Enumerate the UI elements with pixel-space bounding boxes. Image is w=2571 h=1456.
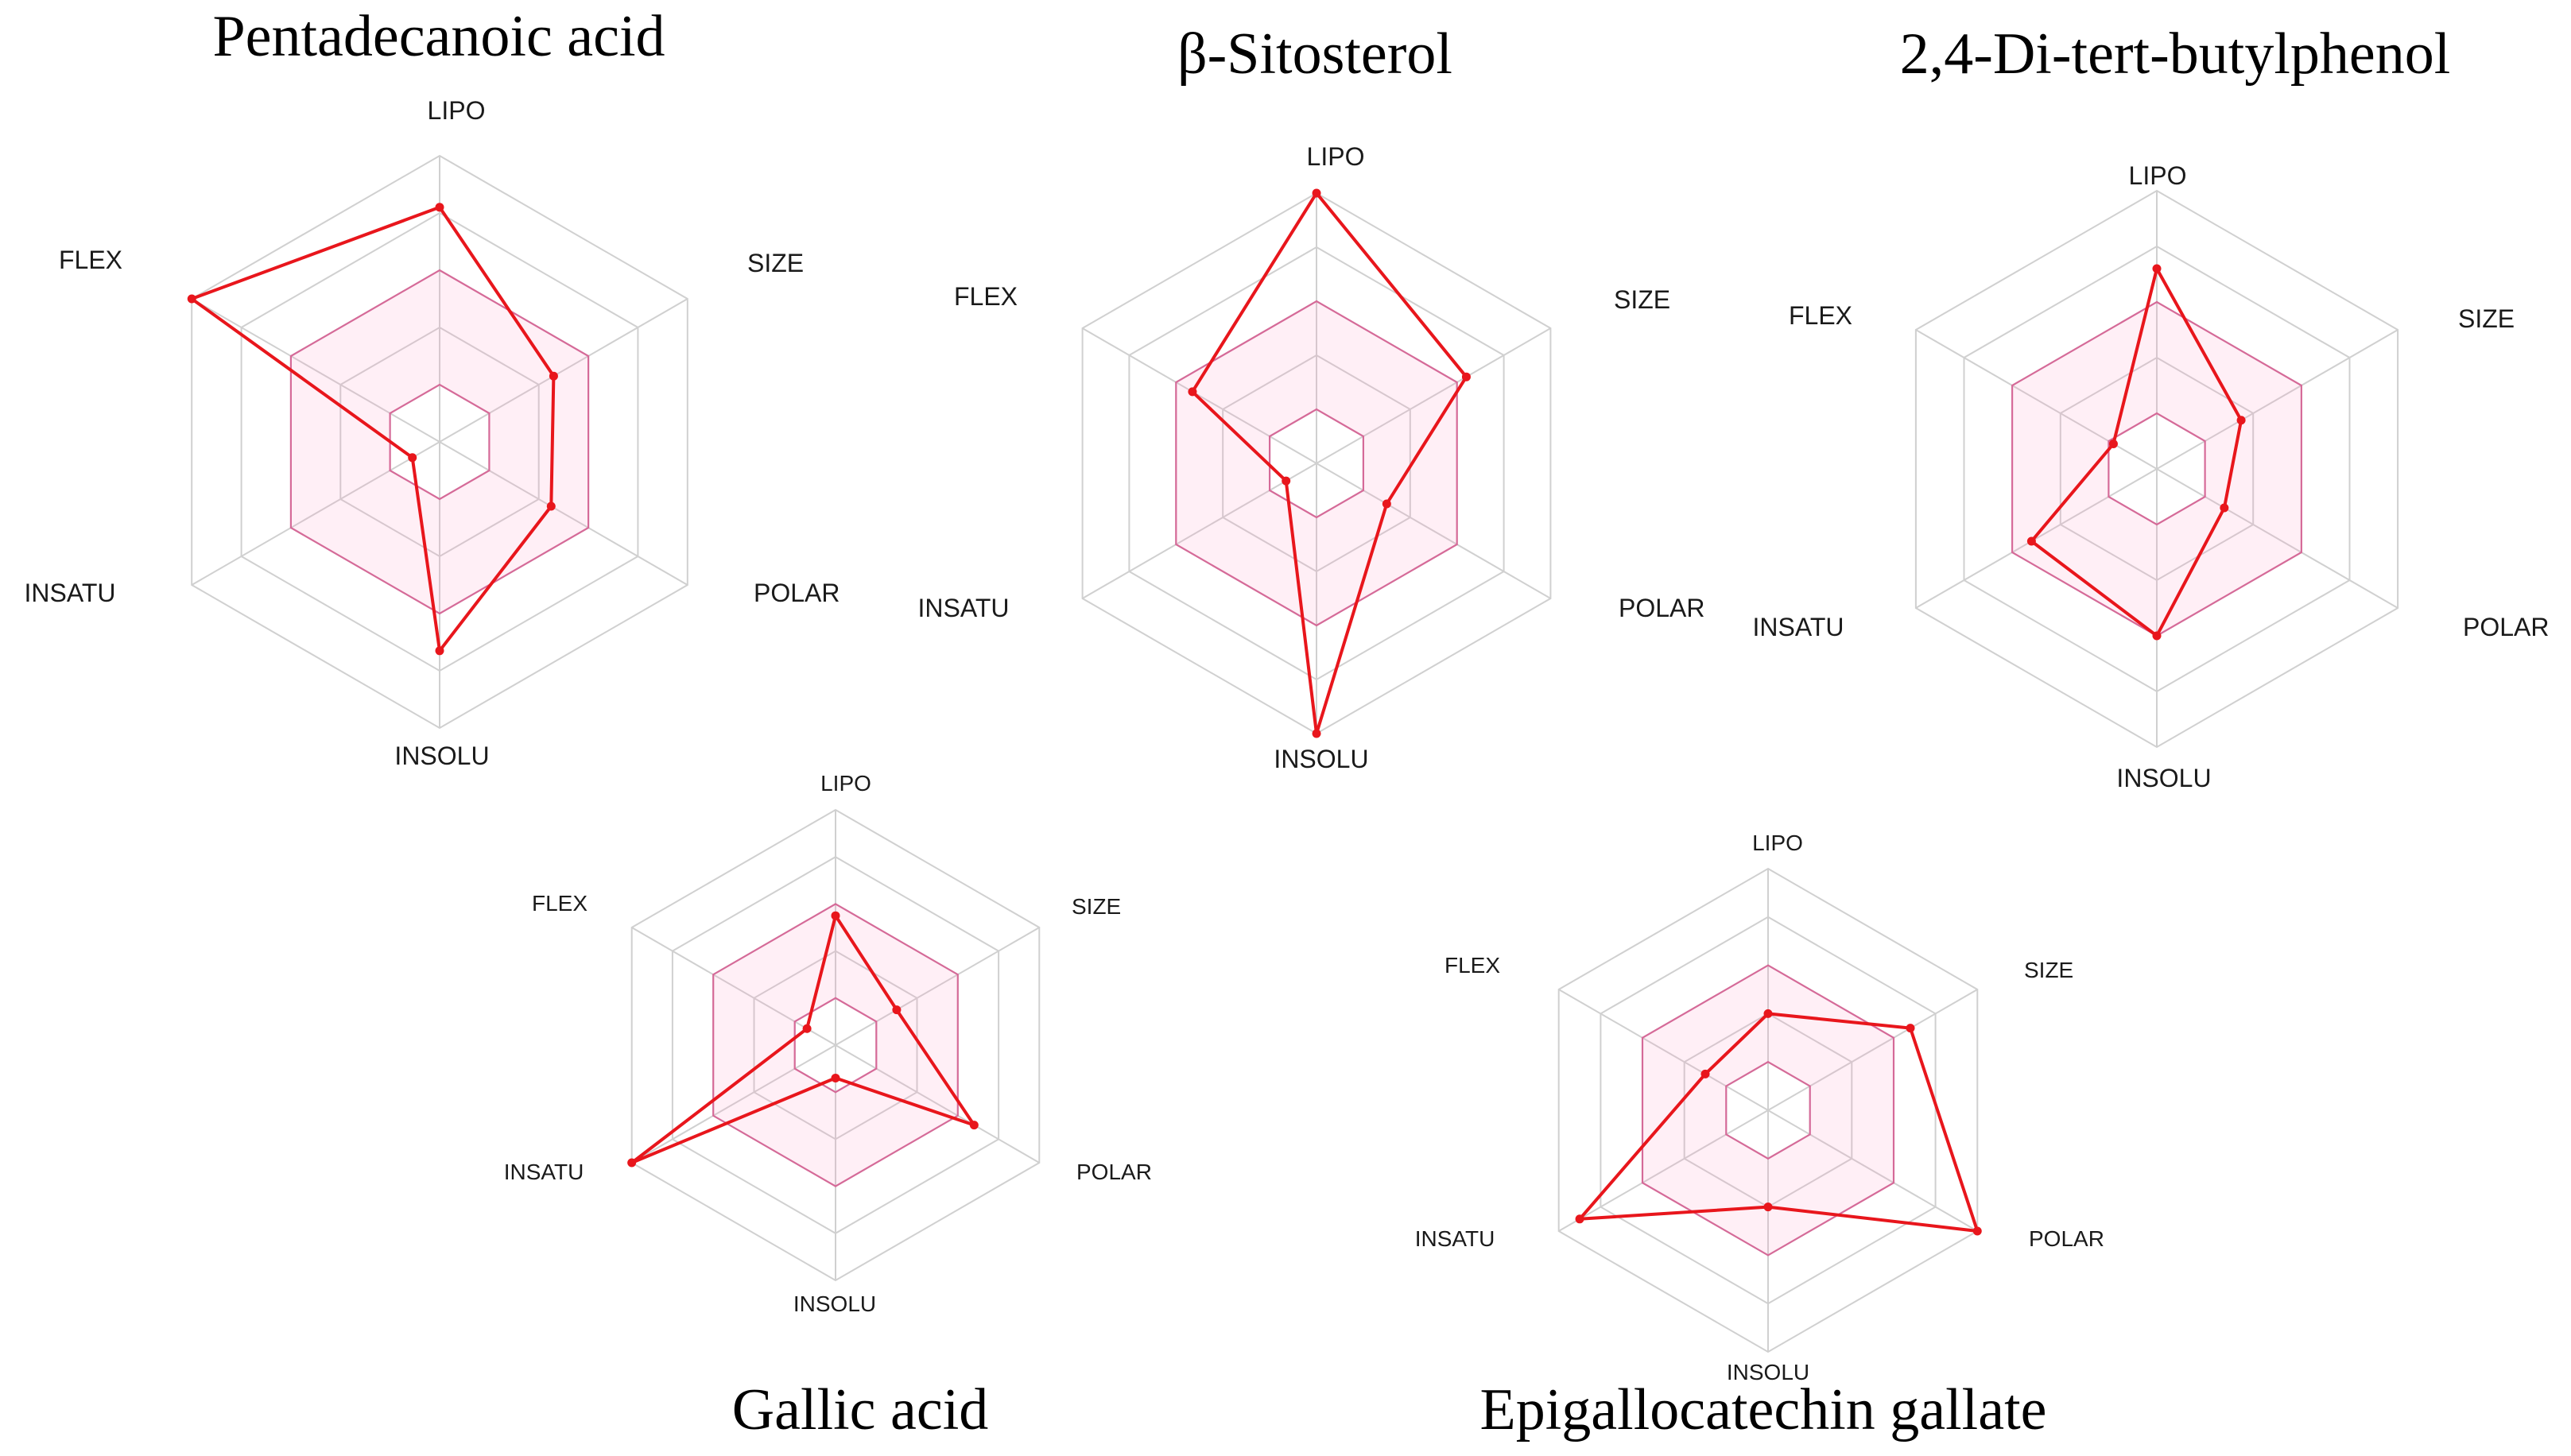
axis-spoke: [1915, 468, 2158, 609]
axis-spoke: [1558, 989, 1769, 1111]
axis-label-lipo: LIPO: [428, 96, 486, 125]
axis-spoke: [1767, 1109, 1978, 1232]
radar-chart-2-4-di-tert-butylphenol: 2,4-Di-tert-butylphenol LIPO SIZE POLAR …: [1753, 21, 2550, 792]
radar-chart-beta-sitosterol: β-Sitosterol LIPO SIZE POLAR INSOLU INSA…: [918, 21, 1705, 773]
data-point-lipo: [435, 203, 444, 212]
axis-label-insolu: INSOLU: [394, 742, 489, 770]
axis-label-insolu: INSOLU: [1727, 1360, 1809, 1384]
axis-spoke: [1558, 1109, 1769, 1232]
data-point-insatu: [1575, 1214, 1584, 1224]
axis-label-lipo: LIPO: [1307, 142, 1365, 171]
axis-label-polar: POLAR: [1076, 1160, 1152, 1184]
axis-label-polar: POLAR: [1619, 594, 1704, 622]
data-point-insatu: [1282, 476, 1291, 486]
axis-label-size: SIZE: [747, 249, 804, 277]
data-point-flex: [187, 294, 196, 304]
axis-spoke: [1082, 327, 1317, 464]
axis-spoke: [631, 1044, 836, 1164]
data-point-insatu: [408, 453, 417, 463]
data-point-flex: [1700, 1069, 1710, 1078]
axis-label-insolu: INSOLU: [793, 1291, 876, 1316]
optimal-range-band: [1175, 300, 1458, 627]
data-point-size: [2236, 416, 2246, 425]
data-point-size: [1906, 1024, 1915, 1033]
axis-spoke: [191, 441, 440, 586]
axis-label-flex: FLEX: [59, 246, 122, 274]
axis-label-insatu: INSATU: [1415, 1226, 1495, 1251]
data-point-insolu: [1312, 729, 1321, 738]
radar-chart-epigallocatechin-gallate: Epigallocatechin gallate LIPO SIZE POLAR…: [1415, 831, 2104, 1442]
axis-spoke: [835, 1044, 1040, 1164]
axis-label-polar: POLAR: [754, 579, 840, 607]
chart-title: β-Sitosterol: [1177, 21, 1452, 87]
axis-spoke: [1316, 463, 1551, 599]
axis-spoke: [1767, 989, 1978, 1111]
axis-label-flex: FLEX: [954, 282, 1018, 311]
data-point-insatu: [2026, 536, 2036, 546]
axis-label-size: SIZE: [1614, 285, 1670, 314]
data-point-insolu: [2152, 631, 2162, 641]
axis-label-insolu: INSOLU: [1274, 745, 1368, 773]
data-point-insatu: [627, 1158, 637, 1168]
data-point-lipo: [1312, 188, 1321, 198]
data-point-polar: [1382, 499, 1391, 509]
axis-label-insatu: INSATU: [1753, 613, 1844, 641]
data-point-size: [549, 371, 558, 381]
radar-chart-gallic-acid: Gallic acid LIPO SIZE POLAR INSOLU INSAT…: [504, 771, 1152, 1442]
data-point-insolu: [435, 646, 444, 656]
axis-spoke: [2156, 468, 2398, 609]
axis-label-insatu: INSATU: [25, 579, 116, 607]
data-point-size: [892, 1005, 902, 1015]
axis-label-lipo: LIPO: [2129, 161, 2187, 190]
axis-label-insatu: INSATU: [918, 594, 1010, 622]
axis-label-lipo: LIPO: [820, 771, 871, 796]
data-point-size: [1461, 372, 1471, 381]
axis-label-insolu: INSOLU: [2116, 764, 2211, 792]
axis-label-flex: FLEX: [1789, 301, 1852, 330]
data-point-insolu: [831, 1073, 840, 1082]
chart-title: Gallic acid: [732, 1377, 989, 1442]
axis-spoke: [439, 441, 688, 586]
axis-spoke: [835, 927, 1040, 1046]
data-point-lipo: [1763, 1009, 1773, 1018]
data-point-lipo: [831, 911, 840, 920]
axis-label-flex: FLEX: [1444, 953, 1500, 978]
data-point-insolu: [1763, 1202, 1773, 1212]
data-point-polar: [969, 1121, 979, 1130]
axis-spoke: [191, 298, 440, 443]
optimal-range-band: [1641, 964, 1895, 1257]
data-point-lipo: [2152, 264, 2162, 273]
data-point-polar: [2220, 503, 2229, 513]
chart-title: 2,4-Di-tert-butylphenol: [1900, 21, 2451, 87]
axis-label-polar: POLAR: [2029, 1226, 2104, 1251]
data-point-flex: [1188, 387, 1197, 397]
axis-spoke: [2156, 329, 2398, 470]
data-point-flex: [802, 1024, 812, 1033]
axis-label-size: SIZE: [2024, 958, 2073, 982]
chart-title: Epigallocatechin gallate: [1480, 1377, 2047, 1442]
data-point-flex: [2108, 440, 2118, 448]
axis-spoke: [631, 927, 836, 1046]
optimal-range-band: [712, 903, 959, 1187]
axis-label-polar: POLAR: [2463, 613, 2549, 641]
data-point-polar: [546, 501, 556, 511]
axis-spoke: [1316, 327, 1551, 464]
data-point-polar: [1972, 1226, 1982, 1236]
axis-label-size: SIZE: [2458, 304, 2515, 333]
chart-title: Pentadecanoic acid: [212, 4, 665, 69]
axis-label-flex: FLEX: [532, 891, 587, 916]
axis-spoke: [1082, 463, 1317, 599]
axis-label-lipo: LIPO: [1752, 831, 1803, 855]
optimal-range-band: [289, 269, 590, 615]
axis-label-size: SIZE: [1072, 894, 1121, 919]
radar-chart-pentadecanoic-acid: Pentadecanoic acid LIPO SIZE POLAR INSOL…: [25, 4, 840, 770]
axis-label-insatu: INSATU: [504, 1160, 584, 1184]
axis-spoke: [439, 298, 688, 443]
